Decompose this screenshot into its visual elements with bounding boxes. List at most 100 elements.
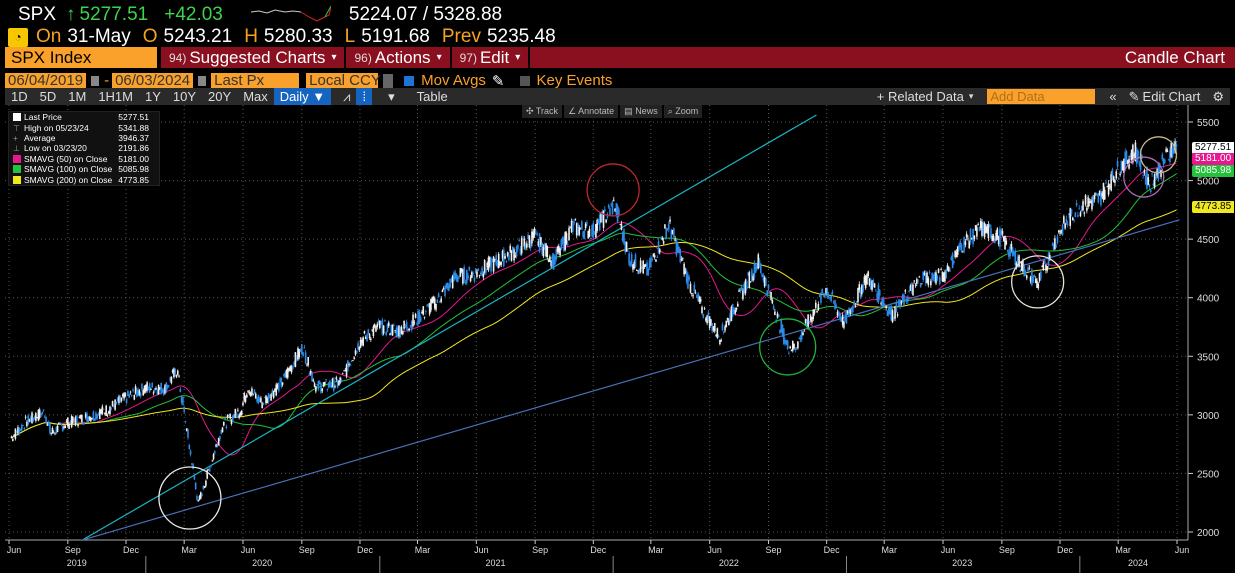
x-tick-label: Sep [765,545,781,555]
field-select[interactable]: Last Px [211,72,300,89]
candle-body [409,325,412,327]
candle-body [990,227,992,238]
candle-body [598,214,601,231]
edit-menu[interactable]: 97) Edit ▾ [452,47,531,68]
key-events-checkbox[interactable] [519,75,530,86]
dropdown-icon[interactable] [383,73,394,88]
annotate-tool[interactable]: ∠ Annotate [564,105,619,118]
edit-chart-label: Edit Chart [1142,89,1201,104]
candle-body [350,361,353,363]
range-1m[interactable]: 1M [68,89,87,104]
candle-body [1001,231,1004,235]
legend-item[interactable]: SMAVG (200) on Close 4773.85 [9,174,159,185]
range-1y[interactable]: 1Y [145,89,161,104]
y-tick-label: 4500 [1197,235,1220,246]
period-select[interactable]: Daily ▼ [273,88,332,105]
calendar-icon[interactable] [198,75,207,86]
range-max[interactable]: Max [243,89,268,104]
candle-body [234,408,237,418]
candle-body [866,274,868,285]
candle-body [781,324,784,335]
suggested-charts-menu[interactable]: 94) Suggested Charts ▾ [161,47,347,68]
security-input[interactable]: SPX Index [5,47,157,68]
candle-body [60,424,63,425]
x-tick-label: Sep [299,545,315,555]
legend-item[interactable]: ⊥ Low on 03/23/20 2191.86 [9,143,159,153]
pencil-icon[interactable]: ✎ [491,72,505,90]
candle-body [592,223,595,238]
chart-style-dropdown[interactable]: ▾ [388,88,395,104]
candle-body [780,320,783,332]
candle-body [243,392,246,401]
candle-body [587,230,590,239]
candle-body [354,350,357,355]
calendar-icon[interactable] [91,75,100,86]
range-1d[interactable]: 1D [11,89,28,104]
legend-item[interactable]: Last Price 5277.51 [9,112,159,122]
chart-legend[interactable]: Last Price 5277.51 ⊤ High on 05/23/24 5341.8… [8,111,160,186]
candle-body [481,267,483,276]
collapse-icon[interactable]: « [1109,89,1117,104]
candle-body [959,241,962,248]
candle-body [676,243,679,252]
candle-body [178,375,180,377]
candle-body [98,409,101,420]
track-tool[interactable]: ✣ Track [522,105,563,118]
candle-body [584,223,587,229]
x-tick-label: Jun [474,545,489,555]
legend-item[interactable]: SMAVG (50) on Close 5181.00 [9,154,159,164]
candle-body [785,340,788,345]
candle-chart-icon[interactable]: ⁞ [356,88,373,105]
candle-body [970,237,973,239]
range-1h1m[interactable]: 1H1M [98,89,133,104]
end-date-input[interactable]: 06/03/2024 [112,72,194,89]
candle-body [861,285,863,295]
candle-body [895,302,898,312]
range-10y[interactable]: 10Y [172,89,197,104]
candle-body [289,365,292,372]
candle-body [555,249,558,260]
candle-body [653,255,656,258]
legend-item[interactable]: + Average 3946.37 [9,133,159,143]
currency-select[interactable]: Local CCY [306,72,381,89]
candle-body [423,316,426,318]
x-tick-label: Sep [532,545,548,555]
range-20y[interactable]: 20Y [208,89,232,104]
gear-icon[interactable]: ⚙ [1212,88,1224,104]
legend-item[interactable]: ⊤ High on 05/23/24 5341.88 [9,122,159,133]
candle-body [830,295,832,302]
zoom-tool[interactable]: ⌕ Zoom [663,105,703,118]
candle-body [933,272,936,282]
line-chart-icon[interactable]: ⩘ [343,88,351,104]
candle-body [986,226,988,233]
news-tool[interactable]: ▤ News [620,105,662,118]
low-label: L [344,26,356,47]
candle-body [477,268,480,271]
chart-tools: ✣ Track ∠ Annotate ▤ News ⌕ Zoom [522,105,703,118]
start-date-input[interactable]: 06/04/2019 [5,72,87,89]
candle-body [921,283,923,285]
candle-body [892,317,895,319]
candle-body [905,298,908,302]
related-data-button[interactable]: + Related Data ▾ [871,88,980,105]
actions-menu[interactable]: 96) Actions ▾ [346,47,452,68]
net-change: +42.03 [164,4,223,25]
range-5d[interactable]: 5D [39,89,57,104]
table-button[interactable]: Table [416,89,448,104]
legend-item[interactable]: SMAVG (100) on Close 5085.98 [9,164,159,174]
candle-body [45,416,47,424]
mov-avgs-checkbox[interactable] [404,75,415,86]
candle-body [334,386,336,388]
candle-body [1065,218,1068,224]
candle-body [910,284,913,292]
gauge-icon[interactable]: ◔ [8,27,28,47]
candle-body [1014,250,1017,266]
candle-body [284,372,286,378]
candle-body [160,382,162,394]
candle-body [783,328,785,345]
edit-chart-button[interactable]: ✎ Edit Chart [1123,88,1207,105]
candle-body [885,306,887,309]
candle-body [123,392,125,399]
add-data-input[interactable]: Add Data [987,89,1096,104]
